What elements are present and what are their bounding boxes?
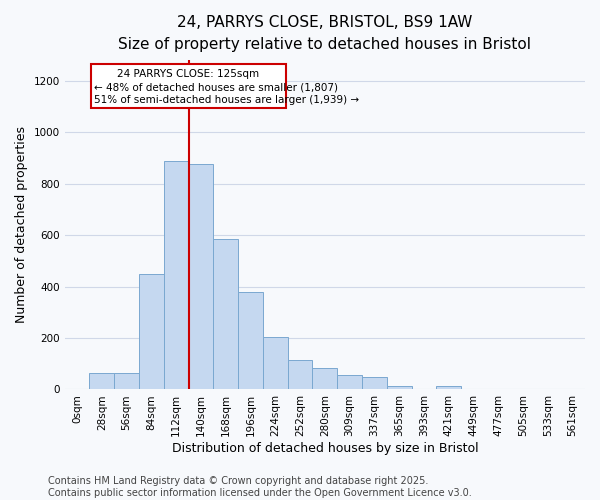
X-axis label: Distribution of detached houses by size in Bristol: Distribution of detached houses by size … xyxy=(172,442,478,455)
Y-axis label: Number of detached properties: Number of detached properties xyxy=(15,126,28,324)
Text: Contains HM Land Registry data © Crown copyright and database right 2025.
Contai: Contains HM Land Registry data © Crown c… xyxy=(48,476,472,498)
Text: 24 PARRYS CLOSE: 125sqm: 24 PARRYS CLOSE: 125sqm xyxy=(118,70,260,80)
Bar xyxy=(214,239,238,390)
FancyBboxPatch shape xyxy=(91,64,286,108)
Bar xyxy=(114,372,139,390)
Text: ← 48% of detached houses are smaller (1,807): ← 48% of detached houses are smaller (1,… xyxy=(94,82,338,92)
Bar xyxy=(313,368,337,390)
Bar xyxy=(362,376,387,390)
Bar xyxy=(287,360,313,390)
Bar xyxy=(337,376,362,390)
Bar xyxy=(263,336,287,390)
Text: 51% of semi-detached houses are larger (1,939) →: 51% of semi-detached houses are larger (… xyxy=(94,96,359,106)
Bar xyxy=(188,164,214,390)
Bar xyxy=(139,274,164,390)
Bar xyxy=(387,386,412,390)
Bar xyxy=(436,386,461,390)
Bar xyxy=(238,292,263,390)
Bar xyxy=(89,372,114,390)
Bar xyxy=(164,160,188,390)
Title: 24, PARRYS CLOSE, BRISTOL, BS9 1AW
Size of property relative to detached houses : 24, PARRYS CLOSE, BRISTOL, BS9 1AW Size … xyxy=(118,15,532,52)
